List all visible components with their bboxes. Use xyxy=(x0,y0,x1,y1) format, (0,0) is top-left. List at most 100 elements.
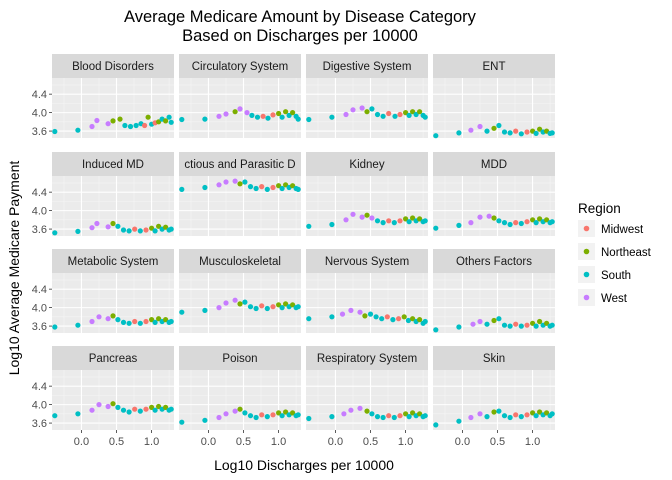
data-point xyxy=(477,123,483,130)
y-tick-label: 4.4 xyxy=(32,284,47,296)
data-point xyxy=(259,412,265,418)
data-point xyxy=(507,221,513,228)
data-point xyxy=(283,109,289,115)
data-point xyxy=(369,106,375,112)
data-point xyxy=(410,109,416,115)
data-point xyxy=(477,214,483,220)
data-point xyxy=(237,406,243,412)
data-point xyxy=(396,316,402,322)
data-point xyxy=(202,307,208,313)
facet-strip-label: Respiratory System xyxy=(317,353,417,365)
data-point xyxy=(350,211,356,217)
data-point xyxy=(341,411,347,417)
data-point xyxy=(237,301,243,307)
data-point xyxy=(484,128,490,134)
data-point xyxy=(405,317,411,324)
data-point xyxy=(491,125,497,131)
data-point xyxy=(533,220,539,226)
facet-strip xyxy=(52,249,174,273)
facet-strip xyxy=(52,54,174,78)
data-point xyxy=(369,215,375,221)
data-point xyxy=(132,406,138,412)
data-point xyxy=(163,317,169,323)
data-point xyxy=(152,228,158,234)
data-point xyxy=(142,122,148,129)
data-point xyxy=(537,126,543,132)
data-point xyxy=(433,422,439,428)
data-point xyxy=(232,297,238,303)
data-point xyxy=(364,408,370,414)
facet-panel: Skin 0.0 0.5 1.0 xyxy=(433,346,555,448)
data-point xyxy=(491,409,497,415)
data-point xyxy=(533,323,539,329)
data-point xyxy=(202,184,208,191)
data-point xyxy=(290,183,296,189)
data-point xyxy=(179,116,185,123)
facet-panel: Induced MD 3.6 4.0 4.4 xyxy=(32,152,174,236)
facet-panel: MDD xyxy=(433,152,555,236)
data-point xyxy=(105,224,111,230)
x-tick-label: 0.5 xyxy=(109,436,124,448)
facet-strip xyxy=(179,54,301,78)
data-point xyxy=(397,111,403,118)
data-point xyxy=(96,314,102,320)
facet-strip xyxy=(306,54,428,78)
data-point xyxy=(264,414,270,420)
data-point xyxy=(374,111,381,118)
data-point xyxy=(75,322,81,328)
x-axis-title: Log10 Discharges per 10000 xyxy=(214,457,394,473)
data-point xyxy=(537,409,543,415)
data-point xyxy=(122,122,128,129)
facet-strip xyxy=(433,346,555,370)
data-point xyxy=(163,118,169,124)
chart-title-line1: Average Medicare Amount by Disease Categ… xyxy=(124,8,477,26)
data-point xyxy=(380,113,386,119)
data-point xyxy=(145,114,151,120)
facet-plot-area xyxy=(52,78,174,138)
legend-item: Northeast xyxy=(578,243,652,260)
data-point xyxy=(232,408,238,414)
data-point xyxy=(89,318,95,325)
data-point xyxy=(410,410,416,416)
x-tick-label: 0.5 xyxy=(236,436,251,448)
facet-panel: Circulatory System xyxy=(179,54,301,138)
data-point xyxy=(265,115,271,121)
data-point xyxy=(295,304,301,310)
data-point xyxy=(126,228,132,234)
x-tick-label: 0.0 xyxy=(201,436,216,448)
data-point xyxy=(491,215,497,221)
facet-panel: Musculoskeletal xyxy=(179,249,301,333)
data-point xyxy=(75,411,81,417)
data-point xyxy=(544,217,550,223)
data-point xyxy=(179,186,185,192)
legend-key-marker xyxy=(583,248,590,255)
facet-strip-label: Pancreas xyxy=(89,353,138,365)
data-point xyxy=(374,414,381,420)
data-point xyxy=(468,220,474,226)
data-point xyxy=(163,224,169,230)
facet-panel: Respiratory System 0.0 0.5 1.0 xyxy=(306,346,428,448)
data-point xyxy=(133,122,139,129)
data-point xyxy=(143,227,149,233)
data-point xyxy=(232,178,238,184)
data-point xyxy=(513,412,519,418)
data-point xyxy=(507,130,513,136)
data-point xyxy=(339,311,346,317)
data-point xyxy=(422,318,428,325)
data-point xyxy=(202,116,208,122)
data-point xyxy=(179,309,185,315)
x-tick-label: 0.0 xyxy=(74,436,89,448)
data-point xyxy=(156,316,162,322)
facet-strip xyxy=(179,346,301,370)
data-point xyxy=(223,111,229,117)
facet-strip-label: Others Factors xyxy=(456,256,532,268)
data-point xyxy=(470,321,476,327)
data-point xyxy=(362,313,368,319)
data-point xyxy=(456,222,462,228)
data-point xyxy=(143,318,149,325)
y-axis-title: Log10 Average Medicare Payment xyxy=(6,161,22,376)
data-point xyxy=(279,413,285,419)
data-point xyxy=(549,130,555,136)
y-tick-label: 4.0 xyxy=(32,400,47,412)
data-point xyxy=(524,322,530,328)
